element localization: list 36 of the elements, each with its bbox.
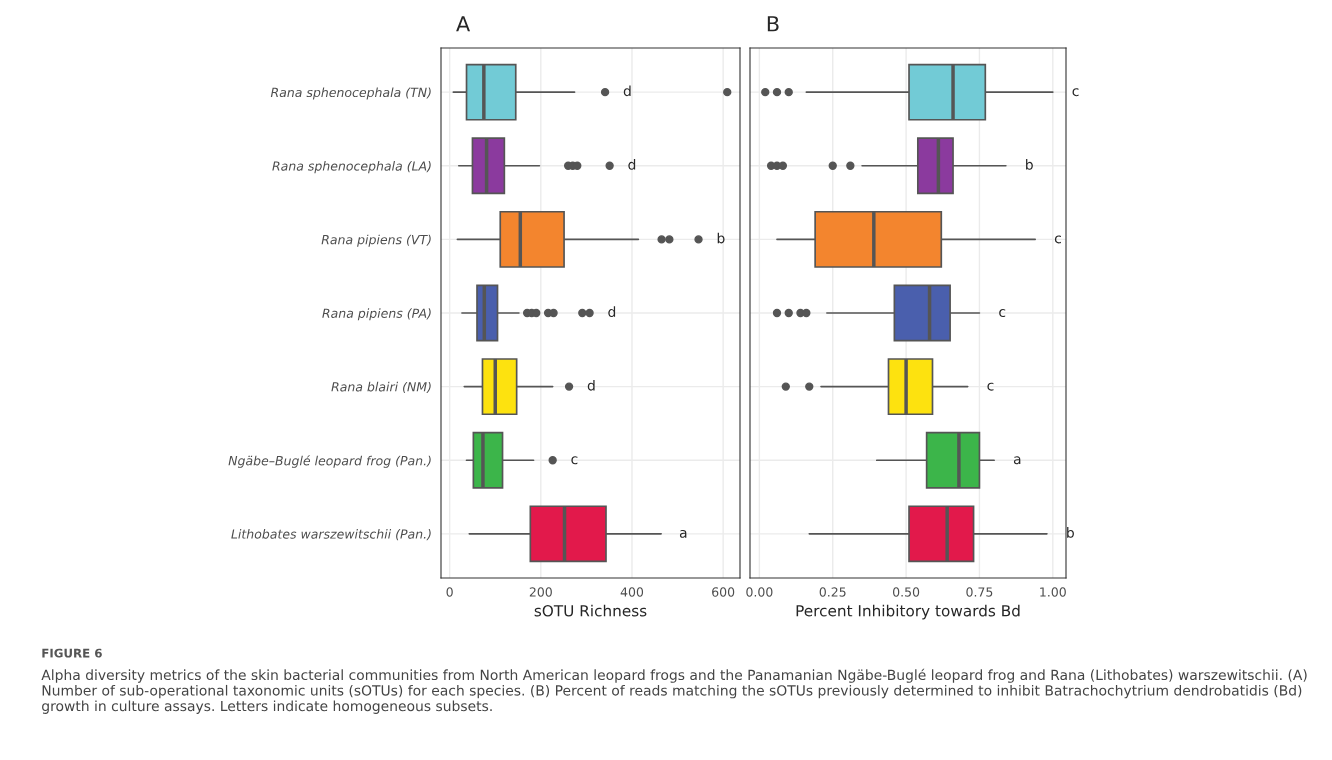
y-tick-label: Rana pipiens (VT): [321, 234, 431, 247]
annotation: c: [571, 456, 578, 465]
y-tick-label: Lithobates warszewitschii (Pan.): [231, 529, 431, 541]
x-axis-title: Percent Inhibitory towards Bd: [796, 604, 1020, 620]
y-tick-label: Rana sphenocephala (TN): [270, 87, 431, 100]
x-tick-label: 600: [712, 587, 735, 597]
x-tick-label: 0: [446, 587, 453, 597]
text: Alpha diversity metrics of the skin bacterial communities from North American leopard frogs and the Panamanian Ngäbe-Buglé leopard frog and Rana (Lithobates) warszewitschii. (A) Number of sub-operational taxonomic units (sOTUs) for each species. (B) Percent of reads matching the sOTUs previously determined to inhibit Batrachochytrium dendrobatidis (Bd) growth in culture assays. Letters indicate homogeneous subsets.: [41, 668, 1307, 714]
annotation: c: [999, 309, 1006, 318]
y-tick-label: Ngäbe–Buglé leopard frog (Pan.): [228, 455, 431, 468]
x-tick-label: 400: [620, 587, 644, 597]
annotation: c: [987, 382, 994, 391]
x-tick-label: 0.75: [966, 587, 993, 597]
chart-title: A: [456, 16, 471, 32]
annotation: d: [623, 85, 631, 97]
x-tick-label: 0.00: [746, 587, 773, 597]
annotation: b: [717, 232, 725, 244]
x-tick-label: 200: [529, 587, 552, 597]
x-tick-label: 0.50: [893, 587, 920, 597]
y-tick-label: Rana pipiens (PA): [322, 308, 431, 321]
caption: FIGURE 6: [42, 648, 102, 658]
y-tick-label: Rana sphenocephala (LA): [272, 161, 431, 174]
x-tick-label: 0.25: [819, 587, 846, 597]
text: c: [1072, 88, 1079, 97]
annotation: a: [1013, 456, 1021, 465]
chart-title: B: [767, 16, 779, 32]
annotation: d: [608, 306, 616, 318]
annotation: a: [679, 529, 687, 538]
y-tick-label: Rana blairi (NM): [331, 381, 431, 394]
x-tick-label: 1.00: [1040, 587, 1066, 597]
annotation: c: [1054, 235, 1061, 244]
annotation: b: [1026, 159, 1033, 170]
annotation: d: [628, 159, 636, 170]
text: b: [1067, 527, 1074, 538]
x-axis-title: sOTU Richness: [534, 604, 647, 617]
annotation: d: [587, 379, 595, 391]
